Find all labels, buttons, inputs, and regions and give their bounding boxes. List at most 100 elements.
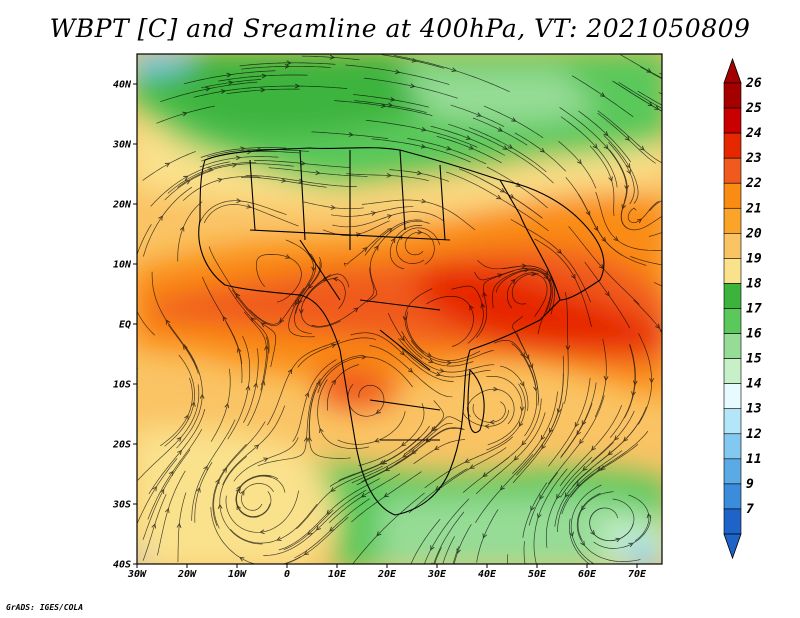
streamline-arrow [591,445,596,451]
streamline-arrow [464,458,470,463]
streamline [226,88,300,95]
colorbar-swatch [723,458,742,485]
streamline [548,395,605,485]
colorbar-swatch [723,182,742,209]
streamline-arrow [298,309,304,315]
map-plot-area [137,54,692,564]
streamline [502,265,555,315]
streamline [545,456,593,548]
streamline-arrow [530,505,535,512]
colorbar-label: 14 [746,377,762,392]
streamline [230,503,318,544]
streamline-arrow [410,449,417,455]
colorbar-top-arrow [723,57,742,84]
streamline-arrow [604,291,610,297]
streamline-arrow [376,531,382,537]
streamline-arrow [502,145,508,150]
streamline-arrow [298,178,304,184]
lon-tick-label: 30W [127,569,147,580]
streamline [300,274,341,328]
streamline [560,116,618,188]
streamline-arrow [253,444,260,450]
colorbar-swatch [723,308,742,334]
streamline [466,388,515,425]
streamline-arrow [348,132,354,137]
streamline [593,514,651,549]
lon-tick-label: 60E [578,569,597,580]
streamline [330,206,414,217]
streamline [222,405,286,486]
colorbar-swatch [723,483,742,510]
streamline-arrow [511,117,517,122]
streamline-arrow [465,135,472,140]
streamline [484,398,542,476]
streamline [227,335,251,440]
streamline-arrow [624,185,630,191]
streamline-arrow [626,169,631,175]
colorbar-label: 24 [745,126,762,141]
colorbar-label: 22 [745,176,762,191]
streamline-arrow [565,345,571,351]
streamline [356,449,418,486]
streamline [606,146,628,229]
streamline [597,110,662,164]
streamline-arrow [599,92,606,97]
streamline-arrow [285,254,291,259]
streamline-arrow [482,291,487,297]
streamline [361,427,465,483]
colorbar-swatch [723,383,742,410]
streamline [480,178,543,219]
lat-tick-label: 20S [112,440,131,451]
streamline [659,72,662,75]
streamline-arrow [165,319,171,325]
streamline-arrow [380,103,387,109]
streamline [160,81,258,103]
colorbar-swatch [723,358,742,384]
streamline-arrow [294,83,301,89]
streamline-arrow [524,354,530,360]
streamline-arrow [383,492,389,498]
streamline-arrow [432,425,438,432]
streamline [311,267,375,327]
streamline [213,421,266,529]
streamline [514,132,566,172]
streamline [249,288,305,325]
streamline [283,509,334,551]
streamline [143,186,193,257]
streamline-arrow [222,315,228,322]
streamline [351,422,453,484]
streamline-arrow [426,352,432,357]
colorbar-swatch [723,433,742,460]
streamline-arrow [646,68,652,73]
colorbar-label: 13 [746,402,762,417]
streamline [182,176,261,201]
streamline [278,478,380,551]
streamline [584,261,631,329]
streamline-arrow [664,108,669,112]
streamline [560,382,597,458]
streamline-arrow [541,444,547,450]
streamline-arrow [687,85,692,89]
streamline [571,75,634,118]
streamline [142,151,196,181]
streamline-arrow [387,227,393,233]
streamline-arrow [533,386,538,392]
streamline [436,136,502,164]
streamline-arrow [497,127,504,132]
streamline-arrow [581,505,586,511]
streamline [483,105,544,139]
streamline [199,156,279,168]
streamline [198,200,287,225]
lon-tick-label: 0 [284,569,290,580]
colorbar-label: 18 [746,276,762,291]
streamline [303,201,364,210]
streamline [407,138,487,165]
streamline-arrow [215,478,220,485]
streamline-arrow [330,343,337,349]
streamline [564,292,569,404]
streamline [396,227,441,264]
streamline-arrow [679,266,683,270]
streamline-arrow [507,144,514,149]
streamline [268,167,368,177]
streamline [453,524,472,564]
